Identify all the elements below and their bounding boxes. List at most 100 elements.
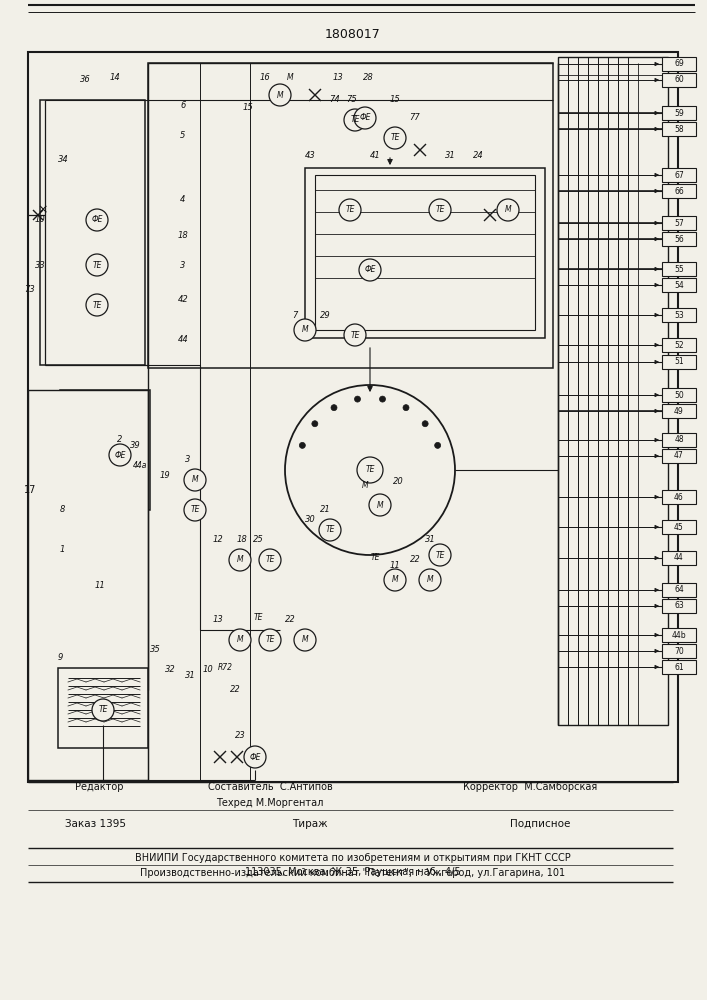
Circle shape [339, 199, 361, 221]
Bar [662, 599, 696, 613]
Bar [148, 63, 553, 368]
Circle shape [384, 569, 406, 591]
Text: 69: 69 [674, 60, 684, 68]
Circle shape [344, 109, 366, 131]
Text: ТЕ: ТЕ [265, 556, 275, 564]
Text: 48: 48 [674, 436, 684, 444]
Text: ТЕ: ТЕ [436, 550, 445, 560]
Circle shape [92, 699, 114, 721]
Text: ТЕ: ТЕ [436, 206, 445, 215]
Text: Редактор: Редактор [75, 782, 124, 792]
Text: 9: 9 [57, 654, 63, 662]
Text: 58: 58 [674, 124, 684, 133]
Bar [60, 390, 150, 510]
Text: 28: 28 [363, 74, 373, 83]
Text: ТЕ: ТЕ [350, 330, 360, 340]
Text: Заказ 1395: Заказ 1395 [65, 819, 126, 829]
Bar [662, 232, 696, 246]
Text: 59: 59 [674, 108, 684, 117]
Circle shape [86, 254, 108, 276]
Text: 43: 43 [305, 150, 315, 159]
Text: ТЕ: ТЕ [325, 526, 334, 534]
Text: ×: × [37, 204, 48, 217]
Circle shape [319, 519, 341, 541]
Bar [662, 184, 696, 198]
Text: 50: 50 [674, 390, 684, 399]
Bar [662, 262, 696, 276]
Circle shape [384, 127, 406, 149]
Text: ТЕ: ТЕ [190, 506, 200, 514]
Text: 42: 42 [177, 296, 188, 304]
Bar [662, 216, 696, 230]
Text: 49: 49 [674, 406, 684, 416]
Bar [662, 57, 696, 71]
Circle shape [259, 549, 281, 571]
Text: 36: 36 [80, 76, 90, 85]
Text: ФЕ: ФЕ [91, 216, 103, 225]
Bar [28, 52, 678, 782]
Circle shape [419, 569, 441, 591]
Text: 31: 31 [425, 536, 436, 544]
Circle shape [259, 629, 281, 651]
Text: ТЕ: ТЕ [370, 554, 380, 562]
Bar [558, 57, 668, 725]
Text: М: М [237, 636, 243, 645]
Bar [315, 175, 535, 330]
Text: М: М [286, 74, 293, 83]
Text: 70: 70 [674, 647, 684, 656]
Text: ФЕ: ФЕ [250, 752, 261, 762]
Bar [662, 490, 696, 504]
Circle shape [184, 469, 206, 491]
Circle shape [229, 549, 251, 571]
Text: 61: 61 [674, 662, 684, 672]
Text: 10: 10 [35, 216, 45, 225]
Text: ФЕ: ФЕ [115, 450, 126, 460]
Circle shape [285, 385, 455, 555]
Text: 44a: 44a [133, 460, 147, 470]
Text: 22: 22 [285, 615, 296, 624]
Circle shape [331, 405, 337, 411]
Bar [662, 433, 696, 447]
Bar [662, 583, 696, 597]
Circle shape [380, 396, 385, 402]
Circle shape [312, 421, 318, 427]
Bar [58, 668, 148, 748]
Text: 67: 67 [674, 170, 684, 180]
Text: 53: 53 [674, 310, 684, 320]
Text: 13: 13 [332, 74, 344, 83]
Text: 1808017: 1808017 [325, 28, 381, 41]
Text: 33: 33 [35, 260, 45, 269]
Text: 35: 35 [150, 646, 160, 654]
Text: 10: 10 [203, 666, 214, 674]
Text: 29: 29 [320, 310, 330, 320]
Bar [662, 122, 696, 136]
Text: 15: 15 [390, 96, 400, 104]
Text: ТЕ: ТЕ [253, 613, 263, 622]
Text: ТЕ: ТЕ [92, 300, 102, 310]
Circle shape [229, 629, 251, 651]
Text: Техред М.Моргентал: Техред М.Моргентал [216, 798, 324, 808]
Text: 66: 66 [674, 186, 684, 196]
Text: 63: 63 [674, 601, 684, 610]
Text: М: М [237, 556, 243, 564]
Bar [662, 628, 696, 642]
Circle shape [294, 629, 316, 651]
Bar [662, 449, 696, 463]
Bar [662, 168, 696, 182]
Text: 55: 55 [674, 264, 684, 273]
Text: ТЕ: ТЕ [350, 115, 360, 124]
Text: 6: 6 [180, 101, 186, 109]
Text: 31: 31 [445, 150, 455, 159]
Text: 19: 19 [160, 471, 170, 480]
Text: Производственно-издательский комбинат "Патент", г. Ужгород, ул.Гагарина, 101: Производственно-издательский комбинат "П… [141, 868, 566, 879]
Text: 18: 18 [177, 231, 188, 239]
Text: 60: 60 [674, 76, 684, 85]
Bar [662, 551, 696, 565]
Text: 7: 7 [292, 310, 298, 320]
Circle shape [429, 544, 451, 566]
Text: ТЕ: ТЕ [366, 466, 375, 475]
Text: 46: 46 [674, 492, 684, 502]
Text: ТЕ: ТЕ [92, 260, 102, 269]
Text: 57: 57 [674, 219, 684, 228]
Bar [305, 168, 545, 338]
